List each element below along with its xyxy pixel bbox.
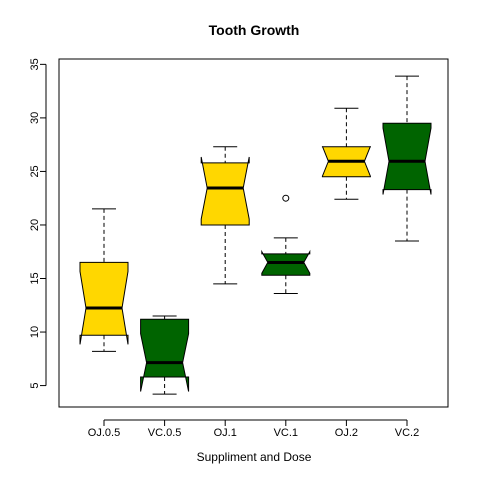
box-vc-0-5 bbox=[140, 315, 190, 395]
x-tick-label: VC.1 bbox=[274, 427, 298, 439]
box-oj-0-5 bbox=[79, 208, 129, 352]
x-tick-label: OJ.0.5 bbox=[88, 427, 120, 439]
outlier-point bbox=[282, 194, 290, 202]
x-axis: OJ.0.5 VC.0.5 OJ.1 VC.1 OJ.2 VC.2 bbox=[88, 419, 419, 439]
y-axis: 5 10 15 20 25 30 35 bbox=[29, 58, 47, 389]
chart-title: Tooth Growth bbox=[209, 22, 300, 38]
box-body bbox=[79, 261, 129, 345]
y-tick-label: 25 bbox=[29, 165, 41, 177]
x-axis-label: Suppliment and Dose bbox=[197, 450, 312, 464]
box-oj-2 bbox=[321, 107, 371, 200]
x-tick-label: VC.0.5 bbox=[148, 427, 182, 439]
box-vc-1 bbox=[261, 194, 311, 294]
box-body bbox=[382, 122, 432, 195]
y-tick-label: 20 bbox=[29, 219, 41, 231]
y-tick-label: 5 bbox=[29, 383, 41, 389]
plot-frame bbox=[58, 58, 449, 408]
x-tick-label: OJ.1 bbox=[214, 427, 237, 439]
box-group bbox=[79, 75, 432, 395]
y-tick-label: 15 bbox=[29, 272, 41, 284]
box-body bbox=[200, 156, 250, 226]
box-oj-1 bbox=[200, 146, 250, 285]
y-tick-label: 35 bbox=[29, 58, 41, 70]
y-tick-label: 30 bbox=[29, 112, 41, 124]
box-body bbox=[140, 318, 190, 392]
box-vc-2 bbox=[382, 75, 432, 242]
y-tick-label: 10 bbox=[29, 326, 41, 338]
x-tick-label: VC.2 bbox=[395, 427, 419, 439]
x-tick-label: OJ.2 bbox=[335, 427, 358, 439]
